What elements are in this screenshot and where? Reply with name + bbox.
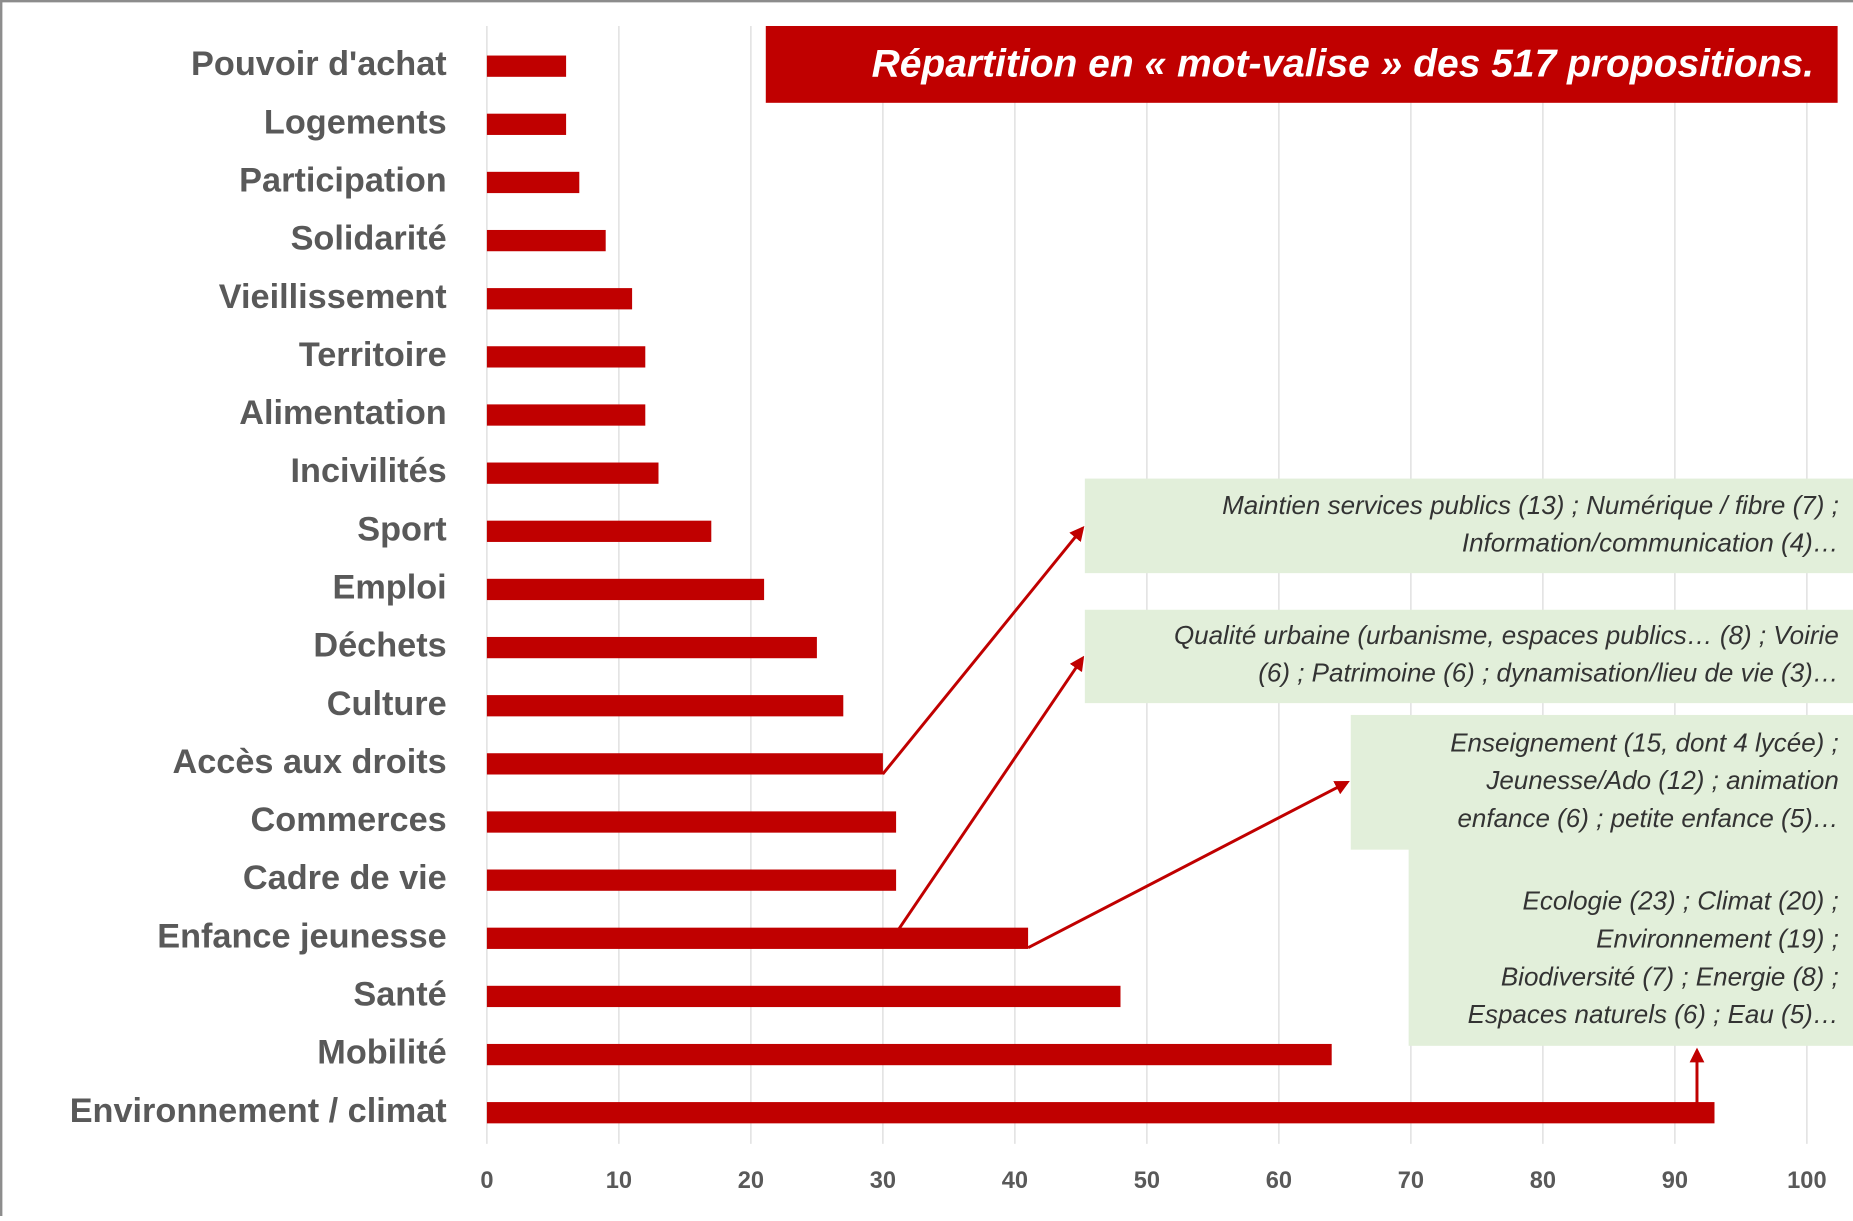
annotation-text: Enseignement (15, dont 4 lycée) ;: [1450, 727, 1839, 757]
bar: [486, 1043, 1332, 1066]
bar: [486, 520, 712, 542]
x-tick-label: 80: [1530, 1168, 1556, 1194]
bar: [486, 229, 606, 252]
annotation-text: (6) ; Patrimoine (6) ; dynamisation/lieu…: [1258, 658, 1839, 688]
bar: [486, 288, 633, 310]
y-tick-label: Déchets: [313, 627, 446, 665]
x-tick-label: 0: [480, 1168, 493, 1194]
bar: [486, 462, 659, 484]
bar: [486, 753, 883, 775]
bar: [486, 811, 897, 833]
chart-title: Répartition en « mot-valise » des 517 pr…: [872, 42, 1814, 85]
annotation-text: Qualité urbaine (urbanisme, espaces publ…: [1174, 620, 1839, 650]
x-tick-label: 100: [1787, 1168, 1826, 1194]
annotation-box: [1084, 609, 1853, 704]
annotation-text: Information/communication (4)…: [1462, 528, 1839, 558]
annotation-text: Espaces naturels (6) ; Eau (5)…: [1468, 999, 1839, 1029]
annotation-text: Jeunesse/Ado (12) ; animation: [1485, 765, 1838, 795]
y-tick-label: Emploi: [332, 568, 446, 606]
y-tick-label: Alimentation: [239, 394, 447, 432]
bar: [486, 695, 844, 717]
x-tick-label: 90: [1662, 1168, 1688, 1194]
bar: [486, 346, 646, 368]
arrow: [1027, 780, 1350, 950]
annotation-text: Biodiversité (7) ; Energie (8) ;: [1501, 961, 1839, 991]
x-tick-label: 50: [1134, 1168, 1160, 1194]
y-tick-label: Participation: [239, 162, 447, 200]
bar: [486, 636, 817, 659]
bar: [486, 171, 580, 194]
annotation-box: [1084, 478, 1853, 574]
annotation-text: Environnement (19) ;: [1596, 924, 1839, 954]
y-tick-label: Vieillissement: [219, 278, 447, 316]
arrow: [881, 525, 1085, 775]
y-tick-label: Environnement / climat: [70, 1092, 447, 1130]
bar: [486, 113, 567, 135]
x-tick-label: 10: [606, 1168, 632, 1194]
y-tick-label: Mobilité: [317, 1034, 446, 1072]
y-tick-label: Culture: [327, 685, 447, 723]
y-tick-label: Pouvoir d'achat: [191, 45, 447, 83]
annotation-box: [1408, 839, 1853, 1046]
title-box: [765, 25, 1838, 103]
y-tick-label: Logements: [264, 103, 447, 141]
y-tick-label: Enfance jeunesse: [157, 917, 447, 955]
y-tick-label: Cadre de vie: [243, 859, 447, 897]
bar: [486, 55, 567, 77]
bar: [486, 927, 1029, 949]
x-tick-label: 40: [1002, 1168, 1028, 1194]
y-tick-label: Accès aux droits: [172, 743, 446, 781]
bar: [486, 578, 765, 601]
y-tick-label: Territoire: [299, 336, 447, 374]
annotation-text: Maintien services publics (13) ; Numériq…: [1222, 490, 1839, 520]
y-tick-label: Santé: [353, 975, 446, 1013]
x-tick-label: 20: [738, 1168, 764, 1194]
annotation-box: [1350, 714, 1853, 850]
arrow: [896, 655, 1085, 931]
bar: [486, 404, 646, 426]
annotation-text: Ecologie (23) ; Climat (20) ;: [1523, 886, 1839, 916]
y-tick-label: Incivilités: [291, 452, 447, 490]
bar: [486, 1102, 1715, 1124]
x-tick-label: 60: [1266, 1168, 1292, 1194]
y-tick-label: Solidarité: [291, 220, 447, 258]
annotation-text: enfance (6) ; petite enfance (5)…: [1457, 803, 1838, 833]
y-tick-label: Commerces: [251, 801, 447, 839]
bar: [486, 869, 897, 891]
x-tick-label: 30: [870, 1168, 896, 1194]
bar: [486, 985, 1121, 1008]
x-tick-label: 70: [1398, 1168, 1424, 1194]
y-tick-label: Sport: [357, 510, 446, 548]
